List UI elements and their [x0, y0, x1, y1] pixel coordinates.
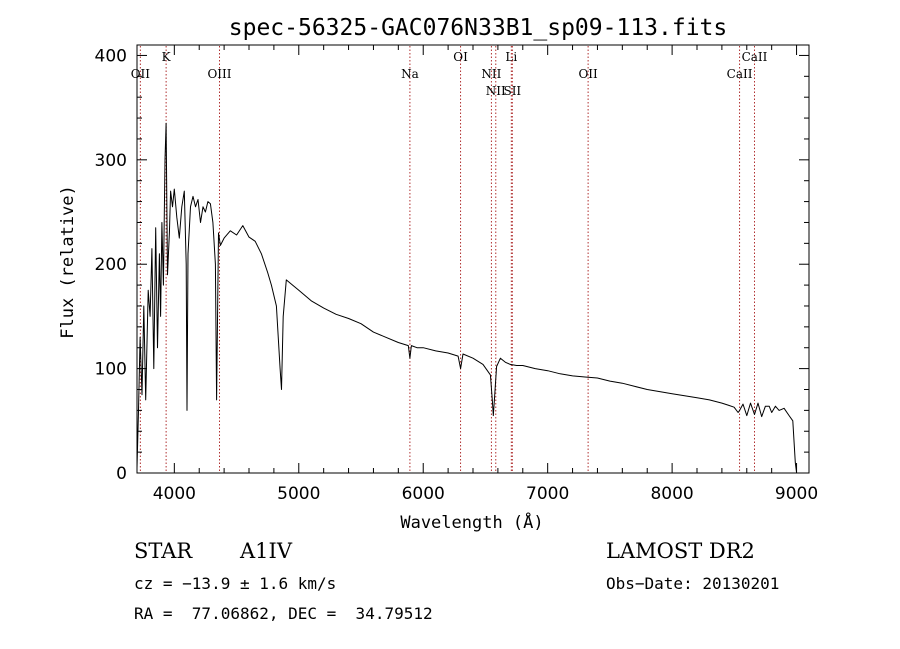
x-tick-label-2: 6000 [402, 484, 445, 504]
line-label-1: OII [131, 67, 151, 81]
object-subclass: A1IV [240, 539, 292, 563]
emission-line-markers: K OII OIII Na OI NII NII Li SII OII CaII CaII [131, 46, 768, 472]
line-label-8: SII [503, 84, 521, 98]
x-axis-label: Wavelength (Å) [400, 511, 543, 533]
line-label-10: CaII [727, 67, 753, 81]
y-axis-label: Flux (relative) [58, 185, 78, 339]
x-tick-label-3: 7000 [526, 484, 569, 504]
coordinates-text: RA = 77.06862, DEC = 34.79512 [134, 604, 433, 623]
x-tick-label-1: 5000 [277, 484, 320, 504]
y-tick-label-4: 400 [95, 46, 127, 66]
y-tick-label-3: 300 [95, 151, 127, 171]
x-tick-label-5: 9000 [775, 484, 818, 504]
line-label-11: CaII [742, 50, 768, 64]
axes: 4000 5000 6000 7000 8000 9000 0 100 200 300 400 [95, 45, 818, 504]
line-label-2: OIII [207, 67, 231, 81]
line-label-6: NII [486, 84, 506, 98]
plot-frame [136, 44, 810, 474]
line-label-3: Na [401, 67, 419, 81]
survey-name: LAMOST DR2 [606, 539, 755, 563]
redshift-text: cz = −13.9 ± 1.6 km/s [134, 574, 337, 593]
x-tick-label-0: 4000 [153, 484, 196, 504]
y-tick-label-0: 0 [116, 464, 127, 484]
line-label-9: OII [578, 67, 598, 81]
line-label-0: K [162, 50, 172, 64]
x-tick-label-4: 8000 [650, 484, 693, 504]
y-tick-label-2: 200 [95, 255, 127, 275]
line-label-7: Li [505, 50, 517, 64]
object-class: STAR [134, 539, 193, 563]
chart-title: spec-56325-GAC076N33B1_sp09-113.fits [229, 15, 728, 41]
line-label-5: NII [481, 67, 501, 81]
data-layer [136, 122, 798, 474]
y-tick-label-1: 100 [95, 360, 127, 380]
spectrum-series-0 [136, 122, 798, 474]
observation-date: Obs−Date: 20130201 [606, 574, 780, 593]
line-label-4: OI [453, 50, 468, 64]
